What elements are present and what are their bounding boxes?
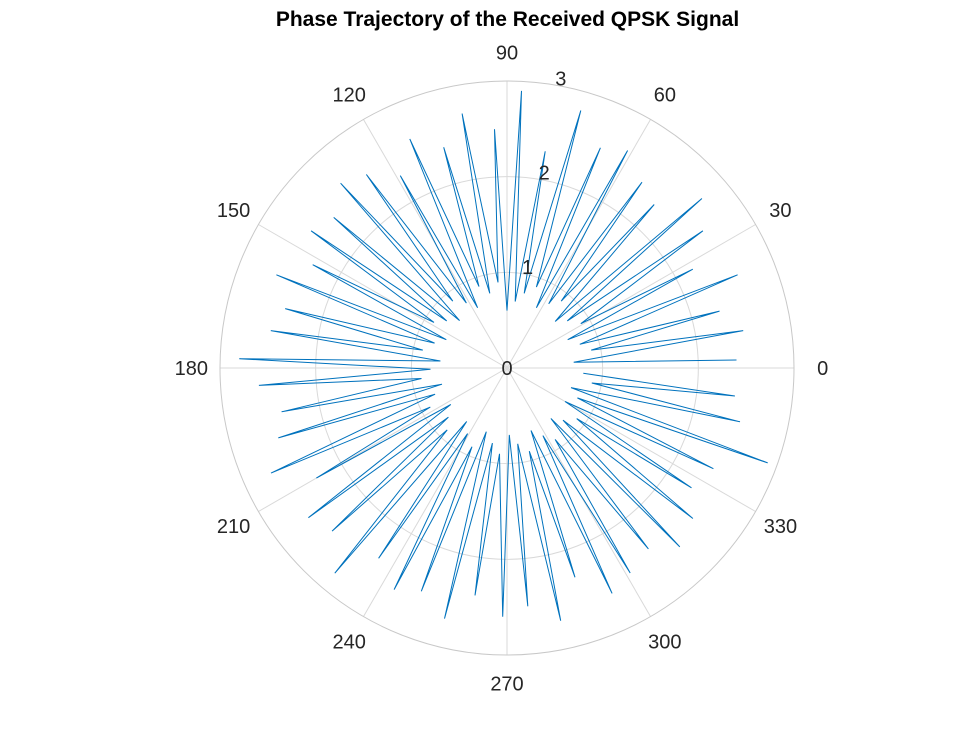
radius-tick-1: 1 (522, 257, 533, 279)
angle-tick-90: 90 (496, 42, 518, 64)
grid-spoke-330 (506, 367, 756, 512)
grid-ring-3 (219, 80, 795, 656)
grid-spoke-30 (506, 224, 756, 369)
chart-title: Phase Trajectory of the Received QPSK Si… (275, 8, 740, 31)
grid-spoke-210 (258, 367, 508, 512)
angle-tick-270: 270 (490, 674, 523, 696)
grid-ring-2 (315, 176, 699, 560)
angle-tick-330: 330 (764, 516, 797, 538)
angle-tick-150: 150 (217, 200, 250, 222)
angle-tick-0: 0 (817, 358, 828, 380)
radius-tick-3: 3 (555, 68, 566, 90)
series-line-0 (239, 90, 768, 621)
angle-tick-60: 60 (654, 85, 676, 107)
radius-tick-0: 0 (501, 358, 512, 380)
angle-tick-210: 210 (217, 516, 250, 538)
angle-tick-180: 180 (175, 358, 208, 380)
angle-tick-120: 120 (332, 85, 365, 107)
grid-spoke-60 (506, 119, 651, 369)
grid-spoke-240 (363, 367, 508, 617)
radius-tick-labels: 0 1 2 3 (501, 68, 566, 380)
radius-tick-2: 2 (539, 163, 550, 185)
series-group (239, 90, 768, 621)
angle-tick-240: 240 (332, 631, 365, 653)
angle-tick-30: 30 (769, 200, 791, 222)
grid-spoke-150 (258, 224, 508, 369)
angle-tick-300: 300 (648, 631, 681, 653)
